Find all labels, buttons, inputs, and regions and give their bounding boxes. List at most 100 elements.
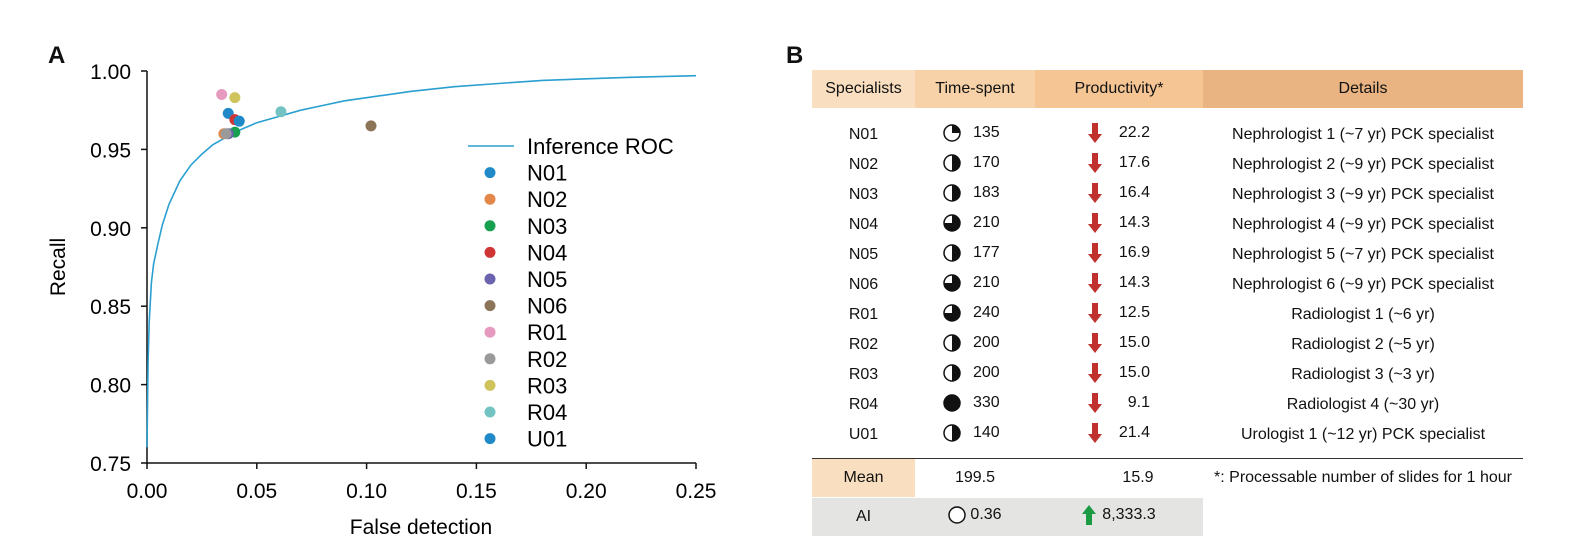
down-arrow-icon	[1088, 332, 1102, 353]
specialist-name: U01	[812, 420, 915, 459]
y-tick-label: 0.95	[90, 139, 131, 162]
productivity-cell: 15.0	[1035, 330, 1203, 360]
time-spent-cell: 200	[915, 330, 1035, 360]
details-cell: Nephrologist 5 (~7 yr) PCK specialist	[1232, 246, 1494, 263]
table-header-row: Specialists Time-spent Productivity* Det…	[812, 70, 1523, 108]
table-row: R04 330 9.1 Radiologist 4 (~30 yr)	[812, 390, 1523, 420]
productivity-value: 22.2	[1118, 123, 1150, 141]
mean-label: Mean	[812, 458, 915, 498]
details-cell: Radiologist 1 (~6 yr)	[1291, 306, 1435, 323]
time-spent-cell: 140	[915, 420, 1035, 459]
pie-icon	[943, 273, 961, 292]
time-spent-cell: 183	[915, 180, 1035, 210]
productivity-value: 16.4	[1118, 183, 1150, 201]
header-time-spent: Time-spent	[915, 70, 1035, 108]
details-cell: Urologist 1 (~12 yr) PCK specialist	[1203, 420, 1523, 459]
ai-time-value: 0.36	[970, 505, 1002, 523]
specialist-name: N06	[848, 276, 879, 293]
time-spent-cell: 170	[915, 150, 1035, 180]
legend-label-r04: R04	[527, 400, 567, 425]
point-r04	[275, 106, 287, 118]
specialist-name: R01	[848, 306, 879, 323]
legend-label-n03: N03	[527, 214, 567, 239]
legend-label-n06: N06	[527, 294, 567, 319]
time-spent-value: 240	[973, 303, 1000, 321]
pie-icon	[943, 123, 961, 142]
header-productivity: Productivity*	[1035, 70, 1203, 108]
productivity-value: 14.3	[1118, 213, 1150, 231]
y-tick-label: 0.75	[90, 453, 131, 476]
x-tick-label: 0.05	[236, 480, 277, 503]
productivity-value: 15.0	[1118, 363, 1150, 381]
specialist-name: N01	[848, 126, 879, 143]
productivity-cell: 14.3	[1035, 270, 1203, 300]
time-spent-value: 330	[973, 393, 1000, 411]
productivity-value: 16.9	[1118, 243, 1150, 261]
legend-swatch-r04	[484, 406, 496, 418]
ai-time-cell: 0.36	[915, 497, 1035, 537]
specialist-name: R03	[848, 366, 879, 383]
point-r02	[220, 128, 232, 140]
specialist-name: N03	[848, 186, 879, 203]
x-tick-label: 0.20	[566, 480, 607, 503]
legend-swatch-n04	[484, 246, 496, 258]
legend-label-n02: N02	[527, 187, 567, 212]
legend-roc-label: Inference ROC	[527, 134, 674, 159]
details-cell: Radiologist 4 (~30 yr)	[1286, 396, 1440, 413]
table-row: N03 183 16.4 Nephrologist 3 (~9 yr) PCK spe…	[812, 180, 1523, 210]
productivity-cell: 15.0	[1035, 360, 1203, 390]
header-details: Details	[1203, 70, 1523, 108]
pie-icon	[943, 303, 961, 322]
down-arrow-icon	[1088, 182, 1102, 203]
details-cell: Nephrologist 3 (~9 yr) PCK specialist	[1232, 186, 1494, 203]
specialist-table: Specialists Time-spent Productivity* Det…	[812, 70, 1523, 537]
legend-swatch-r01	[484, 326, 496, 338]
table-row: U01 140 21.4 Urologist 1 (~12 yr) PCK speci…	[812, 420, 1523, 459]
x-tick-label: 0.15	[456, 480, 497, 503]
table-row: R03 200 15.0 Radiologist 3 (~3 yr)	[812, 360, 1523, 390]
legend-label-u01: U01	[527, 427, 567, 452]
legend-label-n01: N01	[527, 161, 567, 186]
specialist-points-layer	[216, 89, 377, 140]
table-row: N01 135 22.2 Nephrologist 1 (~7 yr) PCK spe…	[812, 108, 1523, 150]
y-axis-label: Recall	[47, 238, 70, 296]
productivity-cell: 14.3	[1035, 210, 1203, 240]
details-cell: Radiologist 3 (~3 yr)	[1291, 366, 1435, 383]
ai-details-cell	[1203, 497, 1523, 537]
chart-legend: Inference ROCN01N02N03N04N05N06R01R02R03…	[468, 134, 674, 452]
ai-productivity-cell: 8,333.3	[1035, 497, 1203, 537]
time-spent-value: 210	[973, 273, 1000, 291]
details-cell: Radiologist 2 (~5 yr)	[1291, 336, 1435, 353]
productivity-value: 12.5	[1118, 303, 1150, 321]
mean-productivity-value: 15.9	[1122, 469, 1154, 486]
point-r03	[229, 92, 241, 104]
time-spent-cell: 210	[915, 210, 1035, 240]
x-axis-label: False detection	[350, 516, 492, 539]
mean-productivity: 15.9	[1035, 458, 1203, 498]
pie-icon	[943, 423, 961, 442]
legend-label-r03: R03	[527, 373, 567, 398]
y-tick-label: 0.90	[90, 218, 131, 241]
table-row: N04 210 14.3 Nephrologist 4 (~9 yr) PCK spe…	[812, 210, 1523, 240]
legend-swatch-r02	[484, 353, 496, 365]
pie-icon	[943, 243, 961, 262]
chart-axes: 0.00 0.05 0.10 0.15 0.20 0.25 0.75 0.80 0.85 0.90…	[90, 61, 716, 503]
details-cell: Nephrologist 4 (~9 yr) PCK specialist	[1232, 216, 1494, 233]
x-tick-label: 0.25	[676, 480, 717, 503]
down-arrow-icon	[1088, 272, 1102, 293]
time-spent-cell: 330	[915, 390, 1035, 420]
specialist-name: N04	[848, 216, 879, 233]
pie-icon	[943, 183, 961, 202]
legend-label-n05: N05	[527, 267, 567, 292]
point-r01	[216, 89, 228, 101]
legend-label-r02: R02	[527, 347, 567, 372]
productivity-value: 14.3	[1118, 273, 1150, 291]
legend-swatch-u01	[484, 433, 496, 445]
x-tick-label: 0.00	[127, 480, 168, 503]
productivity-value: 21.4	[1118, 423, 1150, 441]
mean-row: Mean 199.5 15.9 *: Processable number of sl…	[812, 458, 1523, 498]
down-arrow-icon	[1088, 122, 1102, 143]
time-spent-value: 200	[973, 363, 1000, 381]
ai-productivity-value: 8,333.3	[1102, 505, 1156, 523]
pie-icon	[943, 393, 961, 412]
